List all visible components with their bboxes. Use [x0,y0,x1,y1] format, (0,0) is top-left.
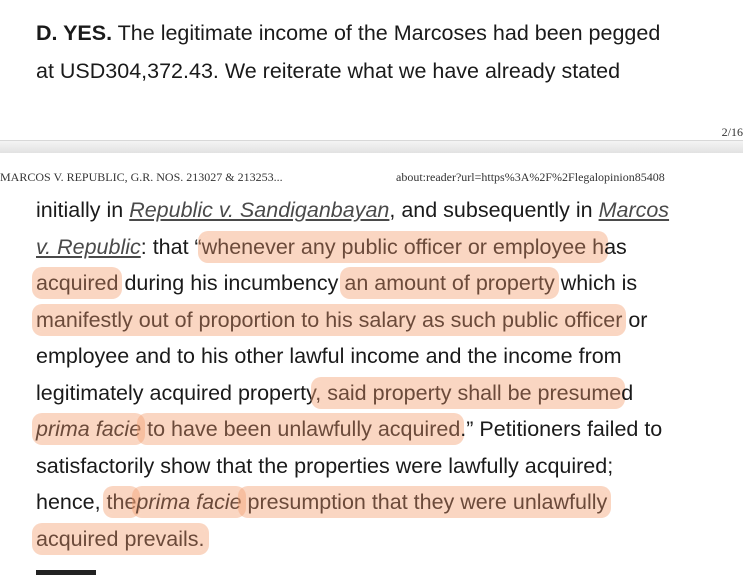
text-line: v. Republic: that “whenever any public o… [36,229,736,266]
highlight: the [106,490,137,514]
highlight: acquired [36,271,119,295]
document-body: initially in Republic v. Sandiganbayan, … [36,192,736,557]
highlight-italic: prima facie [36,417,142,441]
text-run: .” Petitioners failed to [460,417,663,441]
case-link-republic-v-sandiganbayan[interactable]: Republic v. Sandiganbayan [129,198,390,222]
text-run: during his incumbency [118,271,345,295]
text-run: d [621,380,634,405]
text-line: initially in Republic v. Sandiganbayan, … [36,192,736,229]
text-line: manifestly out of proportion to his sala… [36,302,736,339]
highlight: , said property shall be presume [315,380,622,405]
document-title: MARCOS V. REPUBLIC, G.R. NOS. 213027 & 2… [0,170,283,184]
highlight: presumption that they were unlawfully [241,490,608,514]
page-number: 2/16 [721,125,743,139]
text-line: acquired prevails. [36,521,736,558]
text-run: hence, [36,490,107,514]
case-link-marcos-v-republic[interactable]: v. Republic [36,234,141,259]
previous-page-text: D. YES. The legitimate income of the Mar… [36,14,736,90]
text-run: or [622,307,648,332]
cut-off-text-fragment [36,570,96,575]
highlight: an amount of property [344,271,555,295]
page-url: about:reader?url=https%3A%2F%2Flegalopin… [396,170,665,184]
text-line: prima facie to have been unlawfully acqu… [36,411,736,448]
text-line: The legitimate income of the Marcoses ha… [112,21,661,45]
text-run: which is [554,271,638,295]
text-run: : that “ [140,234,202,259]
text-line: satisfactorily show that the properties … [36,453,614,478]
highlight-italic: prima facie [136,490,242,514]
print-header: MARCOS V. REPUBLIC, G.R. NOS. 213027 & 2… [0,170,743,185]
highlight: manifestly out of proportion to his sala… [36,307,623,332]
answer-label: D. YES. [36,21,113,45]
text-run: legitimately acquired property [36,380,316,405]
case-link-marcos-v-republic[interactable]: Marcos [598,198,670,222]
page-separator [0,140,743,153]
text-line: hence, theprima facie presumption that t… [36,484,736,521]
text-run: , and subsequently in [389,198,599,222]
text-run: initially in [36,198,130,222]
text-line: legitimately acquired property, said pro… [36,375,736,412]
text-run: as [604,234,627,259]
text-line: employee and to his other lawful income … [36,344,622,368]
highlight: whenever any public officer or employee … [201,234,605,259]
highlight: to have been unlawfully acquired [141,417,461,441]
highlight: acquired prevails. [36,526,205,551]
text-line: acquired during his incumbency an amount… [36,265,736,302]
text-line: at USD304,372.43. We reiterate what we h… [36,59,621,83]
